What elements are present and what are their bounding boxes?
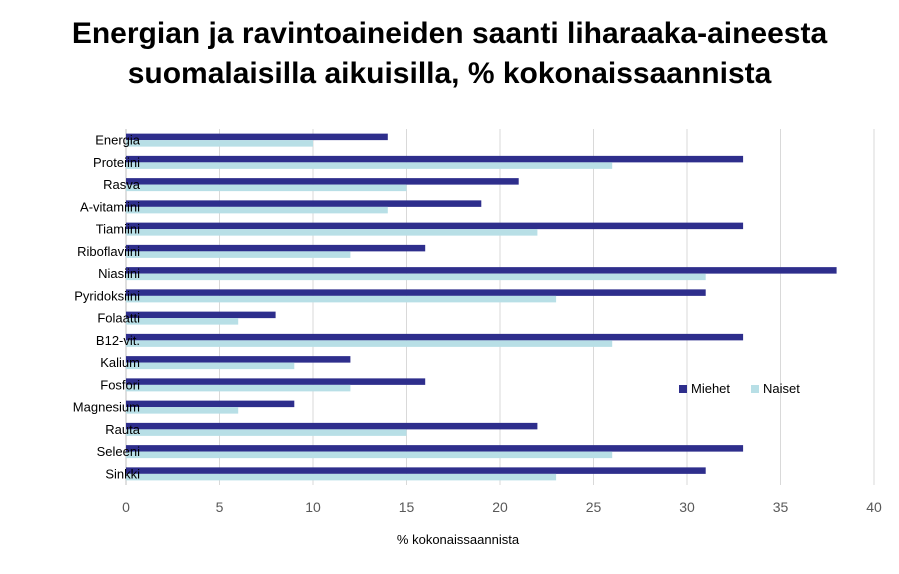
category-label: Tiamiini [96,222,140,237]
legend-label-miehet: Miehet [691,381,730,396]
category-label: A-vitamiini [80,199,140,214]
bar-miehet [126,311,276,319]
bar-miehet [126,200,482,207]
bar-miehet [126,267,837,274]
chart-title-line-2: suomalaisilla aikuisilla, % kokonaissaan… [127,57,772,90]
category-label: Folaatti [97,311,140,326]
chart-title: Energian ja ravintoaineiden saanti lihar… [0,14,899,94]
bar-naiset [126,407,239,414]
bar-naiset [126,429,407,436]
bar-miehet [126,445,744,452]
category-label: Rauta [105,422,140,437]
x-tick-label: 40 [866,499,882,515]
chart-title-line-1: Energian ja ravintoaineiden saanti lihar… [71,17,828,50]
bar-naiset [126,451,613,459]
x-axis-title: % kokonaissaannista [397,532,520,547]
category-label: Magnesium [73,400,140,415]
bar-naiset [126,251,351,258]
bar-miehet [126,422,538,430]
bar-miehet [126,400,295,408]
legend: Miehet Naiset [679,381,800,396]
bar-miehet [126,244,426,252]
bar-naiset [126,362,295,370]
x-tick-label: 25 [586,499,602,515]
bar-naiset [126,273,706,281]
category-label: Kalium [100,355,140,370]
x-tick-label: 20 [492,499,508,515]
category-label: Fosfori [100,377,140,392]
bar-miehet [126,289,706,296]
bar-naiset [126,229,538,236]
bar-naiset [126,473,557,481]
bar-miehet [126,178,519,185]
bar-miehet [126,155,744,163]
x-tick-label: 30 [679,499,695,515]
bar-miehet [126,467,706,474]
category-label: Niasiini [98,266,140,281]
x-tick-label: 15 [399,499,415,515]
x-tick-label: 10 [305,499,321,515]
x-tick-label: 0 [122,499,130,515]
bar-naiset [126,318,239,325]
category-label: Energia [95,133,141,148]
bar-miehet [126,356,351,363]
category-labels: Energia Proteiini Rasva A-vitamiini Tiamiini… [73,133,141,482]
x-tick-label: 35 [773,499,789,515]
bar-naiset [126,162,613,169]
bars [126,133,837,481]
legend-label-naiset: Naiset [763,381,800,396]
bar-naiset [126,140,313,147]
category-label: Proteiini [93,155,140,170]
category-label: Riboflaviini [77,244,140,259]
bar-miehet [126,333,744,341]
bar-naiset [126,340,613,347]
legend-swatch-naiset [751,385,759,393]
x-tick-labels: 0 5 10 15 20 25 30 35 40 [122,499,882,515]
category-label: Seleeni [97,444,140,459]
bar-miehet [126,222,744,230]
bar-naiset [126,384,351,392]
category-label: B12-vit. [96,333,140,348]
legend-swatch-miehet [679,385,687,393]
bar-naiset [126,184,407,192]
category-label: Pyridoksiini [74,288,140,303]
category-label: Rasva [103,177,141,192]
category-label: Sinkki [105,466,140,481]
bar-naiset [126,295,557,303]
bar-miehet [126,378,426,385]
x-tick-label: 5 [216,499,224,515]
bar-naiset [126,206,388,214]
bar-miehet [126,133,388,141]
